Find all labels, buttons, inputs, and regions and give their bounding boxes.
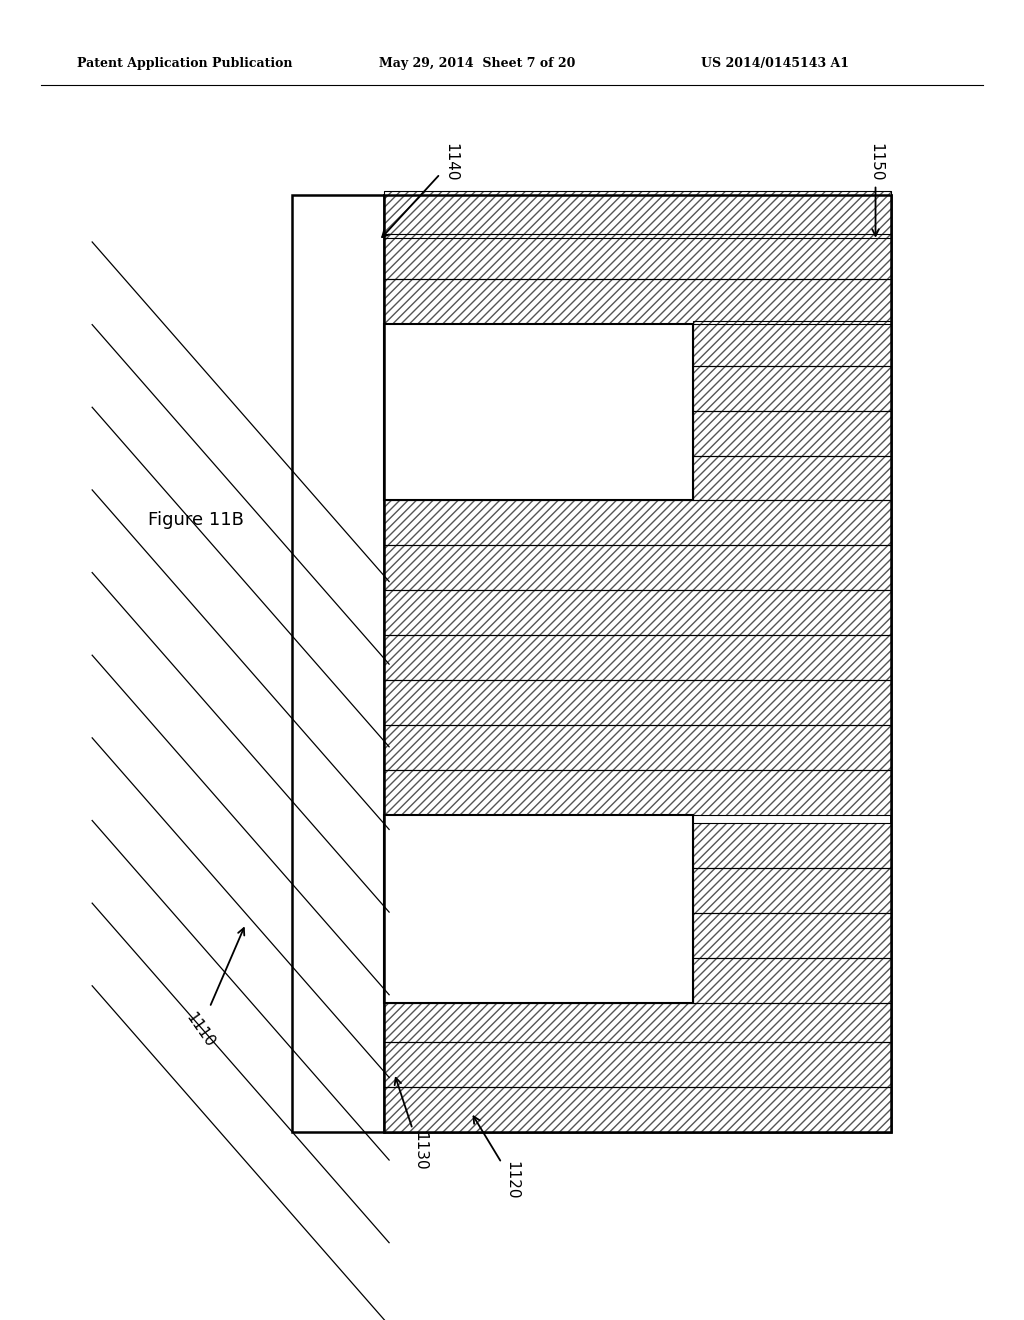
Bar — [384, 725, 891, 771]
Bar — [384, 1086, 891, 1131]
Bar — [384, 771, 891, 816]
Bar — [384, 635, 891, 680]
Text: US 2014/0145143 A1: US 2014/0145143 A1 — [701, 57, 850, 70]
Bar — [384, 635, 891, 680]
Text: 1130: 1130 — [394, 1078, 427, 1171]
Bar — [384, 500, 891, 545]
Bar — [693, 912, 891, 957]
Bar — [693, 366, 891, 411]
Bar — [292, 195, 384, 1131]
Bar — [384, 235, 891, 280]
Bar — [693, 366, 891, 411]
Text: May 29, 2014  Sheet 7 of 20: May 29, 2014 Sheet 7 of 20 — [379, 57, 575, 70]
Bar — [693, 957, 891, 1003]
Bar — [384, 771, 891, 816]
Bar — [384, 1086, 891, 1131]
Bar — [693, 455, 891, 500]
Bar — [693, 822, 891, 867]
Bar — [693, 321, 891, 366]
Bar — [384, 235, 891, 280]
Text: 1110: 1110 — [182, 928, 245, 1051]
Bar — [384, 191, 891, 238]
Bar — [384, 280, 891, 325]
Bar — [384, 195, 891, 1131]
Text: Patent Application Publication: Patent Application Publication — [77, 57, 292, 70]
Bar — [693, 321, 891, 366]
Text: 1120: 1120 — [473, 1117, 519, 1199]
Bar — [384, 545, 891, 590]
Bar — [384, 680, 891, 725]
Bar — [384, 1041, 891, 1086]
Bar — [693, 957, 891, 1003]
Bar — [693, 867, 891, 912]
Bar — [693, 912, 891, 957]
Bar — [384, 1041, 891, 1086]
Bar — [384, 590, 891, 635]
Bar — [384, 1003, 891, 1041]
Bar — [384, 816, 693, 1003]
Text: 1150: 1150 — [868, 144, 883, 236]
Text: Figure 11B: Figure 11B — [148, 511, 245, 529]
Text: 1140: 1140 — [382, 144, 458, 238]
Bar — [384, 191, 891, 238]
Bar — [384, 545, 891, 590]
Bar — [693, 455, 891, 500]
Bar — [693, 867, 891, 912]
Bar — [384, 725, 891, 771]
Bar — [384, 500, 891, 545]
Bar — [384, 195, 891, 1131]
Bar — [384, 590, 891, 635]
Bar — [384, 680, 891, 725]
Bar — [384, 280, 891, 325]
Bar — [693, 411, 891, 455]
Bar — [693, 411, 891, 455]
Bar — [384, 325, 693, 500]
Bar — [384, 1003, 891, 1041]
Bar — [693, 822, 891, 867]
